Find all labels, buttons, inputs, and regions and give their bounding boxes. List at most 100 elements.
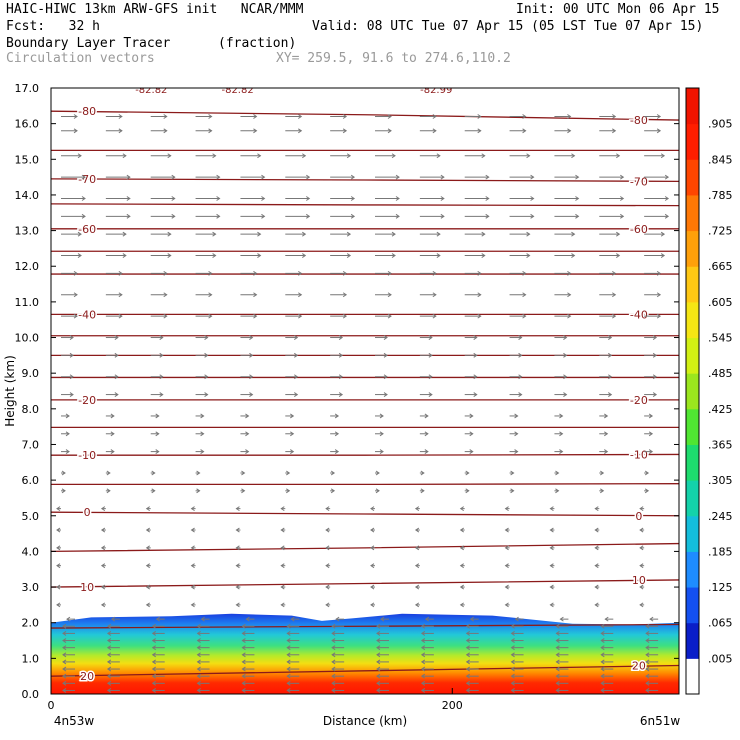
y-tick-label: 16.0	[15, 118, 40, 131]
circulation-vector	[145, 584, 151, 590]
circulation-vector	[509, 392, 523, 397]
circulation-vector	[594, 584, 600, 590]
circulation-vector	[240, 253, 262, 258]
circulation-vector	[240, 392, 254, 397]
circulation-vector	[376, 638, 389, 643]
circulation-vector	[465, 688, 479, 693]
circulation-vector	[241, 623, 255, 629]
circulation-vector	[240, 270, 258, 276]
circulation-vector	[419, 128, 437, 134]
circulation-vector	[61, 270, 78, 276]
circulation-vector	[600, 659, 614, 665]
circulation-vector	[330, 470, 336, 476]
circulation-vector	[420, 680, 434, 686]
circulation-vector	[240, 128, 258, 134]
circulation-vector	[465, 630, 479, 636]
circulation-vector	[150, 213, 176, 219]
circulation-vector	[599, 431, 609, 437]
circulation-vector	[644, 449, 654, 455]
cross-section-coords: XY= 259.5, 91.6 to 274.6,110.2	[276, 51, 511, 66]
circulation-vector	[240, 292, 258, 298]
circulation-vector	[61, 374, 74, 380]
contour-label: -70	[78, 173, 96, 186]
circulation-vector	[235, 506, 241, 512]
circulation-vector	[150, 352, 164, 358]
circulation-vector	[639, 527, 645, 533]
circulation-vector	[599, 313, 617, 319]
circulation-vector	[62, 638, 75, 643]
circulation-vector	[195, 335, 209, 340]
circulation-vector	[195, 449, 205, 455]
circulation-vector	[639, 584, 645, 590]
colorbar-label: .665	[708, 260, 733, 273]
circulation-vector	[106, 666, 120, 672]
circulation-vector	[105, 449, 115, 455]
circulation-vector	[510, 680, 524, 686]
circulation-vector	[459, 584, 465, 590]
contour-line	[51, 511, 679, 517]
circulation-vector	[464, 488, 470, 494]
circulation-vector	[61, 352, 74, 358]
circulation-vector	[285, 431, 295, 437]
circulation-vector	[105, 231, 127, 237]
circulation-vector	[509, 253, 531, 258]
circulation-vector	[419, 335, 433, 340]
circulation-vector	[100, 527, 106, 533]
circulation-vector	[644, 488, 650, 494]
circulation-vector	[420, 630, 434, 636]
contour-line	[51, 623, 679, 629]
circulation-vector	[419, 431, 429, 437]
circulation-vector	[554, 313, 572, 319]
contour-label: -82.99	[420, 85, 452, 96]
contour-line	[51, 110, 679, 121]
circulation-vector	[330, 196, 356, 201]
circulation-vector	[240, 413, 250, 419]
circulation-vector	[599, 213, 625, 219]
circulation-vector	[554, 431, 564, 437]
contour-line	[51, 203, 679, 207]
circulation-vector	[644, 335, 658, 340]
contour-line	[51, 483, 679, 486]
colorbar-segment	[686, 337, 699, 374]
circulation-vector	[644, 392, 658, 397]
circulation-vector	[235, 602, 241, 608]
circulation-vector	[465, 638, 479, 643]
colorbar-segment	[686, 480, 699, 517]
x-end-label: 6n51w	[640, 714, 681, 728]
circulation-vector	[375, 153, 396, 159]
circulation-vector	[599, 174, 625, 180]
circulation-vector	[514, 616, 524, 622]
circulation-vector	[62, 630, 75, 636]
circulation-vector	[331, 680, 345, 686]
circulation-vector	[510, 623, 524, 629]
circulation-vector	[599, 292, 617, 298]
y-tick-label: 15.0	[15, 153, 40, 166]
colorbar-segment	[686, 266, 699, 303]
circulation-vector	[599, 196, 625, 201]
circulation-vector	[420, 645, 434, 651]
circulation-vector	[145, 527, 151, 533]
circulation-vector	[599, 374, 613, 380]
circulation-vector	[554, 253, 576, 258]
circulation-vector	[370, 545, 375, 551]
circulation-vector	[105, 470, 111, 476]
circulation-vector	[419, 392, 433, 397]
y-tick-label: 11.0	[15, 296, 40, 309]
circulation-vector	[235, 545, 241, 551]
circulation-vector	[370, 527, 375, 533]
circulation-vector	[240, 449, 250, 455]
colorbar-segment	[686, 551, 699, 588]
circulation-vector	[195, 174, 221, 180]
circulation-vector	[61, 114, 78, 119]
circulation-vector	[241, 680, 255, 686]
circulation-vector	[196, 659, 210, 665]
circulation-vector	[150, 196, 176, 201]
circulation-vector	[240, 196, 266, 201]
circulation-vector	[61, 313, 78, 319]
circulation-vector	[459, 545, 465, 551]
circulation-vector	[509, 313, 527, 319]
circulation-vector	[555, 645, 569, 651]
circulation-vector	[464, 270, 482, 276]
circulation-vector	[555, 688, 569, 693]
circulation-vector	[285, 153, 307, 159]
